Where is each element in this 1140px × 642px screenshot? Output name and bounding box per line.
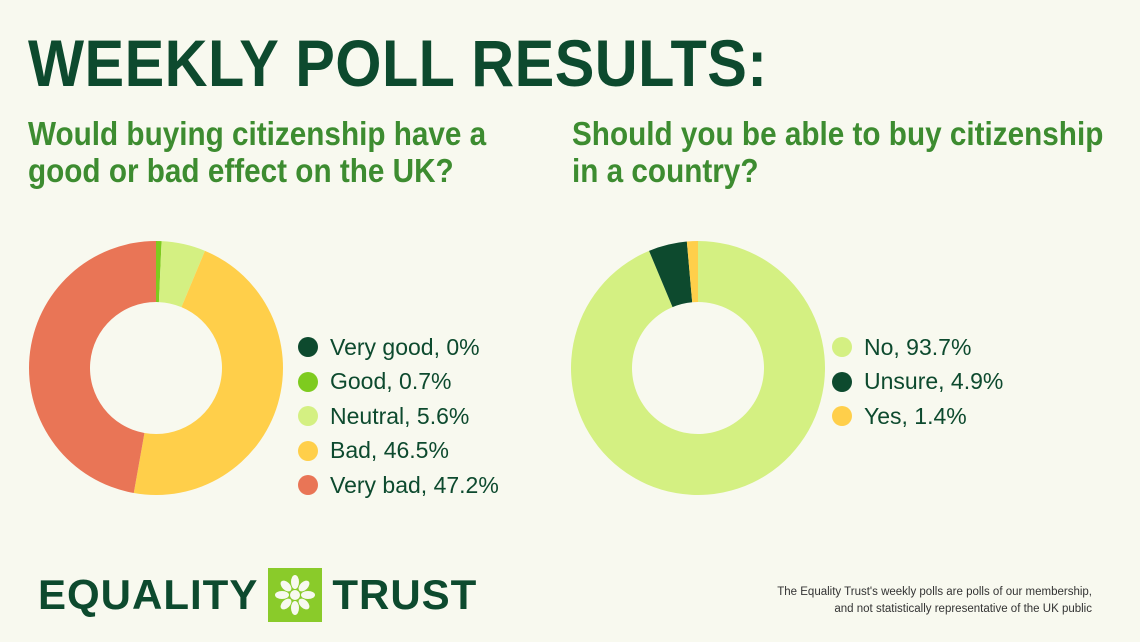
legend-label: Neutral, 5.6% (330, 402, 470, 429)
legend-label: Very good, 0% (330, 333, 480, 360)
chart-2-title: Should you be able to buy citizenship in… (572, 115, 1104, 189)
legend-label: No, 93.7% (864, 333, 972, 360)
legend-item-very-bad: Very bad, 47.2% (298, 468, 499, 503)
chart-1-legend: Very good, 0% Good, 0.7% Neutral, 5.6% Bad,… (298, 330, 499, 503)
page-title: WEEKLY POLL RESULTS: (28, 26, 768, 100)
legend-swatch (298, 440, 318, 461)
footnote-line-2: and not statistically representative of … (834, 602, 1092, 615)
legend-item-very-good: Very good, 0% (298, 330, 499, 365)
donut-chart-buy-citizenship (571, 241, 825, 495)
legend-item-good: Good, 0.7% (298, 365, 499, 400)
slice-good (156, 241, 162, 303)
footnote: The Equality Trust's weekly polls are po… (777, 584, 1092, 617)
slice-yes (686, 241, 698, 303)
logo-text-left: EQUALITY (38, 571, 259, 618)
slice-very-bad (29, 241, 156, 494)
legend-swatch (298, 406, 318, 427)
slice-unsure (649, 241, 693, 308)
chart-1-title: Would buying citizenship have a good or … (28, 115, 487, 189)
legend-swatch (298, 337, 318, 358)
legend-swatch (298, 475, 318, 496)
legend-label: Yes, 1.4% (864, 402, 967, 429)
slice-bad (133, 250, 283, 495)
legend-item-unsure: Unsure, 4.9% (832, 365, 1003, 400)
donut-chart-citizenship-effect (29, 241, 283, 495)
equality-trust-logo: EQUALITY TRUST (38, 568, 477, 622)
legend-item-no: No, 93.7% (832, 330, 1003, 365)
chart-2-legend: No, 93.7% Unsure, 4.9% Yes, 1.4% (832, 330, 1003, 434)
legend-item-neutral: Neutral, 5.6% (298, 399, 499, 434)
legend-label: Good, 0.7% (330, 368, 452, 395)
legend-label: Bad, 46.5% (330, 437, 449, 464)
legend-label: Unsure, 4.9% (864, 368, 1004, 395)
slice-neutral (158, 241, 205, 308)
legend-item-bad: Bad, 46.5% (298, 434, 499, 469)
legend-swatch (298, 371, 318, 392)
footnote-line-1: The Equality Trust's weekly polls are po… (777, 586, 1092, 598)
asterisk-flower-icon (268, 568, 323, 622)
slice-no (571, 241, 825, 495)
legend-swatch (832, 371, 852, 392)
legend-item-yes: Yes, 1.4% (832, 399, 1003, 434)
logo-text-right: TRUST (332, 571, 478, 618)
legend-swatch (832, 406, 852, 427)
legend-label: Very bad, 47.2% (330, 471, 499, 498)
legend-swatch (832, 337, 852, 358)
